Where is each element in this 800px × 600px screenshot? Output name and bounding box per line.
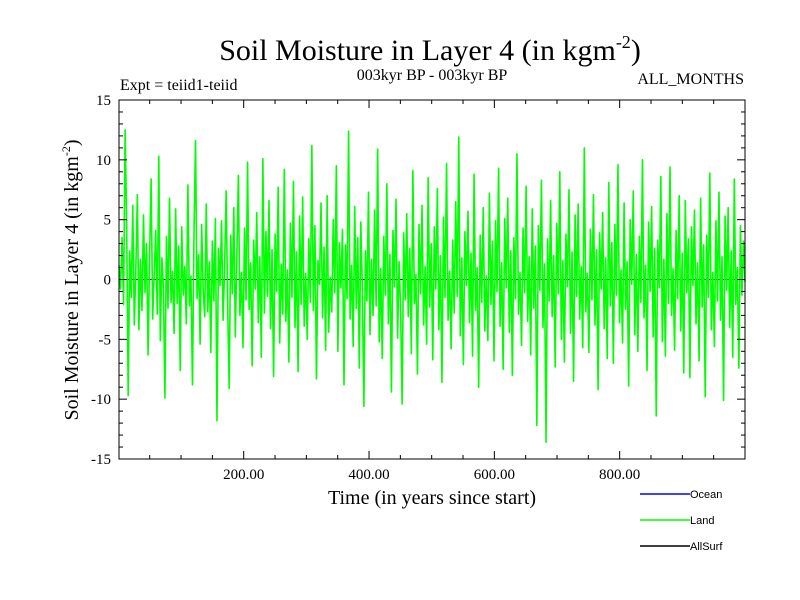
x-axis-label: Time (in years since start) xyxy=(328,487,536,509)
chart-title-main: Soil Moisture in Layer 4 (in kgm xyxy=(219,34,616,67)
x-tick-label: 800.00 xyxy=(599,467,640,483)
x-axis-ticks: 200.00 400.00 600.00 800.00 xyxy=(149,100,715,483)
y-tick-label: 10 xyxy=(96,153,111,169)
experiment-label: Expt = teiid1-teiid xyxy=(120,77,237,94)
y-tick-label: 0 xyxy=(104,273,112,289)
y-tick-label: -5 xyxy=(99,332,112,348)
x-tick-label: 400.00 xyxy=(348,467,389,483)
y-tick-label: 5 xyxy=(104,213,112,229)
y-axis-label-main: Soil Moisture in Layer 4 (in kgm xyxy=(61,156,83,421)
period-label: 003kyr BP - 003kyr BP xyxy=(357,67,508,84)
series-line-land xyxy=(118,129,746,444)
legend-label-ocean: Ocean xyxy=(690,489,722,501)
series-group xyxy=(118,129,746,444)
y-axis-label-sup: -2 xyxy=(59,146,73,156)
y-axis-label: Soil Moisture in Layer 4 (in kgm-2) xyxy=(59,139,83,420)
y-tick-label: -10 xyxy=(91,392,111,408)
x-tick-label: 600.00 xyxy=(474,467,515,483)
y-tick-label: 15 xyxy=(96,93,111,109)
chart-title-close: ) xyxy=(631,34,641,67)
months-label: ALL_MONTHS xyxy=(637,71,744,88)
chart-title: Soil Moisture in Layer 4 (in kgm-2) xyxy=(219,32,641,67)
chart-title-sup: -2 xyxy=(616,32,631,52)
y-tick-label: -15 xyxy=(91,452,111,468)
legend: Ocean Land AllSurf xyxy=(640,489,723,553)
y-axis-label-close: ) xyxy=(61,139,83,146)
legend-label-allsurf: AllSurf xyxy=(690,541,723,553)
x-tick-label: 200.00 xyxy=(223,467,264,483)
y-axis-ticks: 15 10 5 0 -5 -10 -15 xyxy=(91,93,745,468)
legend-label-land: Land xyxy=(690,515,714,527)
